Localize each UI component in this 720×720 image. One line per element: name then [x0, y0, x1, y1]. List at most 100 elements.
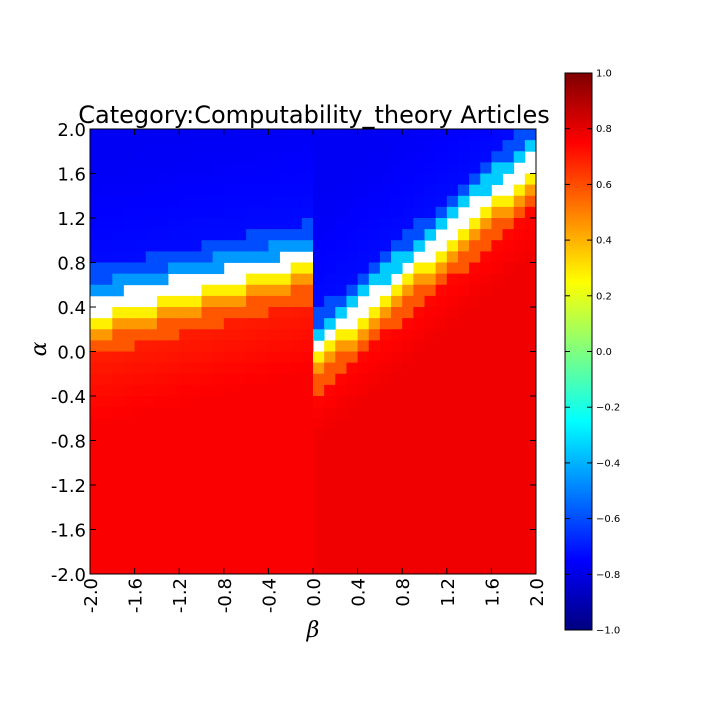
heatmap-cell	[134, 340, 147, 352]
heatmap-cell	[502, 462, 515, 475]
heatmap-cell	[246, 529, 258, 542]
heatmap-cell	[123, 518, 135, 530]
heatmap-cell	[234, 451, 247, 464]
heatmap-cell	[134, 362, 147, 375]
heatmap-cell	[201, 240, 214, 252]
heatmap-cell	[424, 273, 437, 286]
heatmap-cell	[134, 173, 147, 186]
heatmap-cell	[290, 140, 303, 152]
heatmap-cell	[435, 273, 448, 286]
heatmap-cell	[313, 362, 325, 375]
heatmap-cell	[279, 206, 292, 219]
heatmap-cell	[301, 173, 314, 186]
heatmap-cell	[513, 362, 526, 375]
heatmap-cell	[234, 485, 247, 497]
heatmap-cell	[324, 140, 336, 152]
heatmap-cell	[279, 151, 292, 163]
heatmap-cell	[179, 485, 191, 497]
heatmap-cell	[301, 307, 314, 319]
heatmap-cell	[469, 362, 481, 375]
heatmap-cell	[491, 451, 503, 464]
heatmap-cell	[179, 229, 191, 241]
heatmap-cell	[457, 151, 470, 163]
heatmap-cell	[279, 373, 292, 386]
heatmap-cell	[279, 295, 292, 308]
heatmap-cell	[313, 351, 325, 364]
heatmap-cell	[524, 329, 537, 341]
heatmap-cell	[112, 151, 124, 163]
heatmap-cell	[391, 195, 403, 208]
heatmap-cell	[469, 129, 481, 141]
heatmap-cell	[402, 284, 414, 297]
heatmap-cell	[90, 151, 102, 163]
heatmap-cell	[156, 529, 169, 542]
heatmap-cell	[201, 407, 214, 419]
heatmap-cell	[234, 551, 247, 564]
heatmap-cell	[335, 407, 347, 419]
heatmap-cell	[90, 518, 102, 530]
heatmap-cell	[313, 229, 325, 241]
heatmap-cell	[513, 396, 526, 408]
heatmap-cell	[424, 195, 437, 208]
heatmap-cell	[190, 295, 202, 308]
heatmap-cell	[268, 240, 280, 252]
heatmap-cell	[212, 229, 225, 241]
heatmap-cell	[179, 307, 191, 319]
heatmap-cell	[279, 562, 292, 575]
heatmap-cell	[480, 262, 492, 275]
heatmap-cell	[212, 340, 225, 352]
heatmap-cell	[223, 206, 236, 219]
heatmap-cell	[513, 195, 526, 208]
heatmap-cell	[156, 407, 169, 419]
heatmap-cell	[457, 295, 470, 308]
heatmap-cell	[234, 162, 247, 174]
heatmap-cell	[513, 206, 526, 219]
heatmap-cell	[179, 540, 191, 553]
heatmap-cell	[134, 184, 147, 197]
heatmap-cell	[301, 485, 314, 497]
heatmap-cell	[413, 407, 425, 419]
heatmap-cell	[491, 540, 503, 553]
heatmap-cell	[246, 351, 258, 364]
heatmap-cell	[379, 273, 392, 286]
heatmap-cell	[257, 129, 269, 141]
heatmap-cell	[457, 473, 470, 486]
heatmap-cell	[435, 396, 448, 408]
heatmap-cell	[480, 129, 492, 141]
heatmap-cell	[457, 140, 470, 152]
heatmap-cell	[313, 440, 325, 453]
heatmap-cell	[179, 129, 191, 141]
heatmap-cell	[313, 529, 325, 542]
heatmap-cell	[246, 329, 258, 341]
heatmap-cell	[290, 473, 303, 486]
heatmap-cell	[290, 206, 303, 219]
heatmap-cell	[480, 151, 492, 163]
x-tick-label: 0.8	[393, 578, 414, 607]
heatmap-cell	[391, 529, 403, 542]
heatmap-cell	[234, 429, 247, 441]
heatmap-cell	[469, 140, 481, 152]
heatmap-cell	[246, 451, 258, 464]
heatmap-cell	[234, 206, 247, 219]
heatmap-cell	[190, 473, 202, 486]
heatmap-cell	[446, 151, 459, 163]
heatmap-cell	[101, 151, 113, 163]
heatmap-cell	[268, 251, 280, 263]
heatmap-cell	[246, 229, 258, 241]
heatmap-cell	[101, 462, 113, 475]
heatmap-cell	[435, 218, 448, 230]
heatmap-cell	[413, 418, 425, 430]
heatmap-cell	[402, 473, 414, 486]
heatmap-cell	[123, 496, 135, 508]
heatmap-cell	[290, 351, 303, 364]
heatmap-cell	[357, 507, 370, 519]
heatmap-cell	[346, 162, 358, 174]
heatmap-cell	[234, 240, 247, 252]
heatmap-cell	[101, 240, 113, 252]
heatmap-cell	[446, 184, 459, 197]
heatmap-cell	[413, 429, 425, 441]
heatmap-cell	[90, 418, 102, 430]
heatmap-cell	[513, 451, 526, 464]
heatmap-cell	[502, 518, 515, 530]
heatmap-cell	[424, 162, 437, 174]
